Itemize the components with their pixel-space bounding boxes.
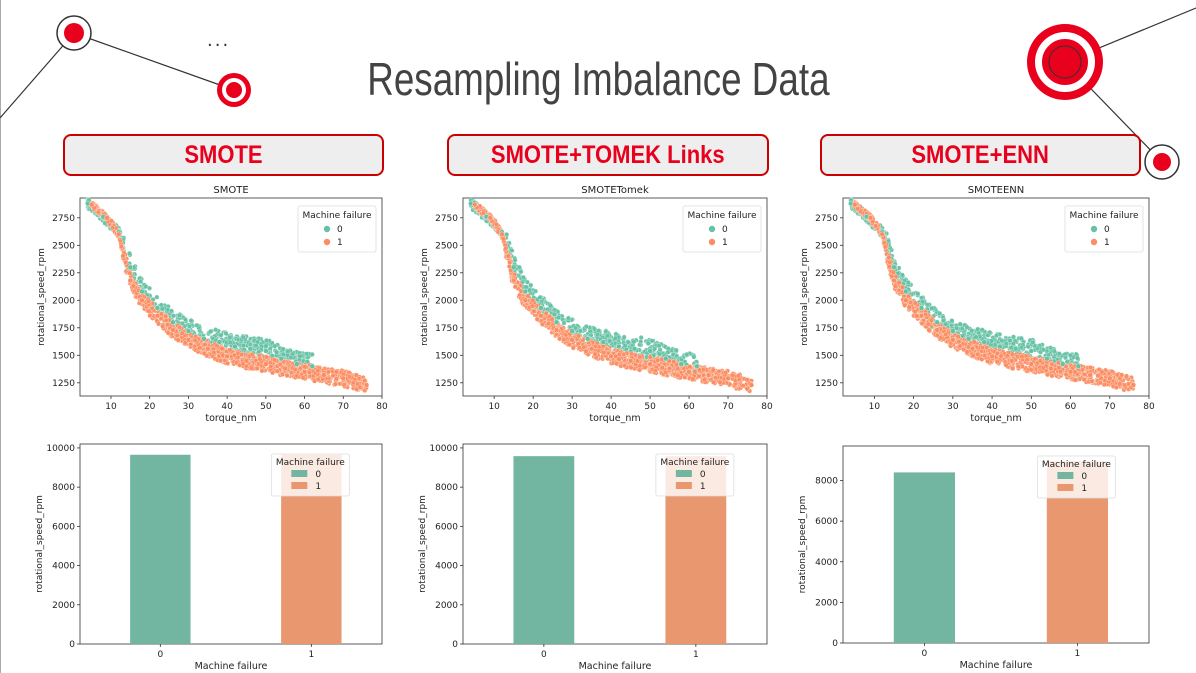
method-label-text: SMOTE+ENN: [911, 140, 1050, 169]
scatter-cloud: [85, 196, 369, 393]
method-label-text: SMOTE+TOMEK Links: [491, 140, 725, 169]
large-target-circle-icon: [1027, 24, 1103, 100]
scatter-point: [208, 329, 214, 334]
method-label-smote-tomek: SMOTE+TOMEK Links: [447, 134, 769, 176]
method-label-text: SMOTE: [184, 140, 263, 169]
node-circle-icon: [56, 15, 92, 51]
method-label-smote-enn: SMOTE+ENN: [820, 134, 1141, 176]
small-node-circle-icon: [1144, 144, 1180, 180]
target-circle-icon: [217, 73, 251, 107]
method-label-smote: SMOTE: [63, 134, 384, 176]
page-title: Resampling Imbalance Data: [367, 53, 830, 105]
scatter-point: [154, 294, 160, 300]
ellipsis: ...: [207, 30, 231, 51]
